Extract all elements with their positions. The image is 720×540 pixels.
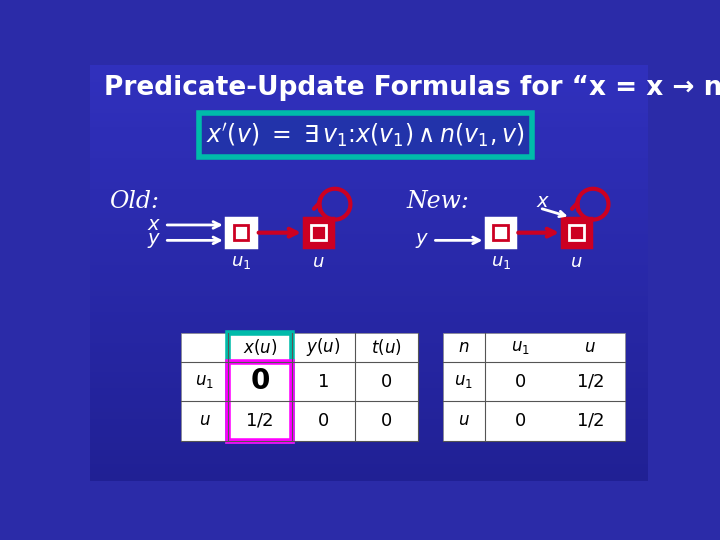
Bar	[443, 333, 625, 441]
Text: $0$: $0$	[514, 373, 526, 390]
Bar	[181, 333, 418, 441]
Bar	[562, 218, 591, 247]
Bar	[570, 225, 584, 240]
Bar	[199, 112, 532, 157]
Text: $1/2$: $1/2$	[246, 412, 274, 430]
Bar	[234, 225, 248, 240]
Text: $y$: $y$	[415, 231, 429, 250]
Text: $u$: $u$	[199, 413, 210, 429]
Text: $u$: $u$	[458, 413, 470, 429]
Text: $u_1$: $u_1$	[195, 373, 214, 390]
Text: $u_1$: $u_1$	[490, 253, 511, 272]
Text: $u_1$: $u_1$	[510, 339, 530, 356]
Text: $x$: $x$	[536, 193, 550, 211]
Bar	[226, 218, 256, 247]
Text: $n$: $n$	[458, 339, 469, 356]
Text: $t(u)$: $t(u)$	[371, 338, 402, 357]
Text: $y$: $y$	[147, 231, 161, 250]
Text: $y(u)$: $y(u)$	[306, 336, 341, 359]
Text: $x$: $x$	[147, 216, 161, 234]
Text: Old:: Old:	[109, 191, 159, 213]
Text: $1/2$: $1/2$	[575, 373, 604, 390]
Text: $x(u)$: $x(u)$	[243, 338, 277, 357]
Text: $u_1$: $u_1$	[231, 253, 251, 272]
Bar	[486, 218, 516, 247]
Text: $0$: $0$	[380, 373, 392, 390]
Text: $x'(v)\ =\ \exists\,v_1\colon x(v_1) \wedge n(v_1,v)$: $x'(v)\ =\ \exists\,v_1\colon x(v_1) \we…	[206, 121, 524, 149]
Text: $1/2$: $1/2$	[575, 412, 604, 430]
Text: $0$: $0$	[380, 412, 392, 430]
Text: Predicate-Update Formulas for “x = x → n”: Predicate-Update Formulas for “x = x → n…	[104, 75, 720, 101]
Text: $\mathbf{0}$: $\mathbf{0}$	[250, 368, 270, 395]
Text: $u_1$: $u_1$	[454, 373, 473, 390]
Bar	[228, 362, 292, 441]
Text: $u$: $u$	[584, 339, 595, 356]
Bar	[304, 218, 333, 247]
Bar	[228, 333, 292, 441]
Bar	[493, 225, 508, 240]
Text: $u$: $u$	[312, 253, 325, 272]
Text: New:: New:	[406, 191, 469, 213]
Text: $0$: $0$	[514, 412, 526, 430]
Bar	[311, 225, 326, 240]
Text: $u$: $u$	[570, 253, 583, 272]
Text: $1$: $1$	[318, 373, 329, 390]
Text: $0$: $0$	[318, 412, 329, 430]
